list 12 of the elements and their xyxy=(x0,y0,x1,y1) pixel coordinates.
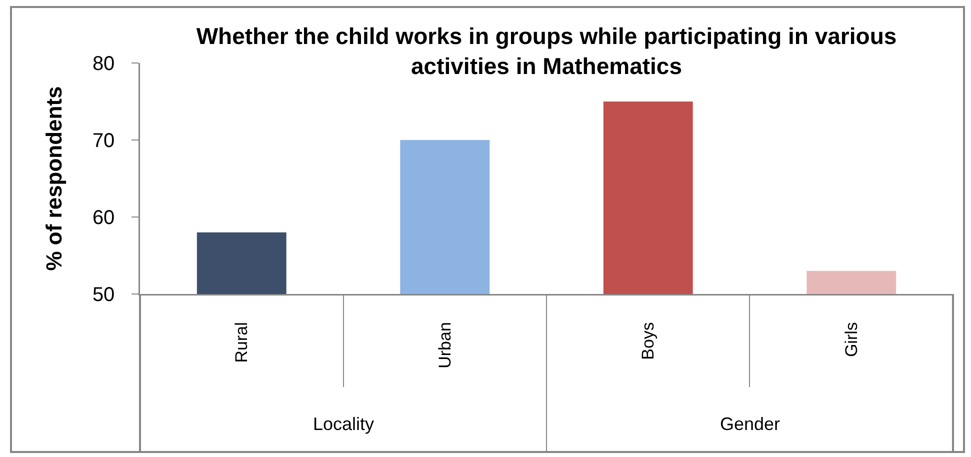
y-axis-title: % of respondents xyxy=(41,86,66,271)
x-tick-label: Girls xyxy=(842,322,861,358)
y-tick-label: 50 xyxy=(92,284,115,306)
x-tick-label: Rural xyxy=(232,322,252,363)
y-tick-label: 60 xyxy=(92,207,115,229)
text: Locality xyxy=(313,414,374,434)
chart-title: Whether the child works in groups while participating in various activities in Mathematics xyxy=(196,23,897,79)
x-tick-label: Boys xyxy=(638,322,658,360)
text: Gender xyxy=(720,414,780,434)
y-tick-label: 70 xyxy=(92,130,115,152)
x-tick-label: Urban xyxy=(435,322,454,368)
y-tick-label: 80 xyxy=(92,53,115,75)
